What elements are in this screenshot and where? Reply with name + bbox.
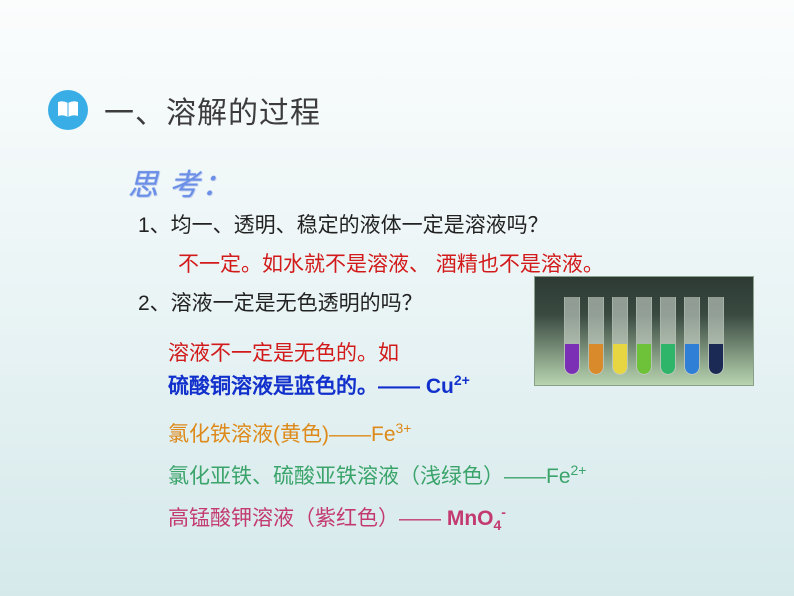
test-tube <box>660 297 676 375</box>
section-title: 一、溶解的过程 <box>104 88 321 132</box>
tube-liquid-5 <box>661 344 675 374</box>
mno4-symbol: MnO <box>447 507 494 530</box>
book-icon <box>48 90 88 130</box>
mno4-superscript: - <box>501 504 506 520</box>
fe3-superscript: 3+ <box>396 420 412 436</box>
test-tube <box>564 297 580 375</box>
fe3-line: 氯化铁溶液(黄色)——Fe3+ <box>168 418 411 451</box>
fe2-text: 氯化亚铁、硫酸亚铁溶液（浅绿色）——Fe <box>168 465 571 488</box>
test-tube <box>708 297 724 375</box>
fe2-superscript: 2+ <box>571 462 587 478</box>
question-2: 2、溶液一定是无色透明的吗？ <box>138 288 423 320</box>
test-tube <box>684 297 700 375</box>
mno4-line: 高锰酸钾溶液（紫红色）—— MnO4- <box>168 502 506 536</box>
mno4-text: 高锰酸钾溶液（紫红色）—— <box>168 507 447 530</box>
tube-liquid-2 <box>589 344 603 374</box>
answer-2-line2-cu: 硫酸铜溶液是蓝色的。—— Cu2+ <box>168 370 470 403</box>
test-tube <box>612 297 628 375</box>
test-tubes-image <box>534 276 754 386</box>
fe3-text: 氯化铁溶液(黄色)——Fe <box>168 423 396 446</box>
title-row: 一、溶解的过程 <box>48 88 321 132</box>
test-tube <box>588 297 604 375</box>
cu-superscript: 2+ <box>454 372 470 388</box>
tube-liquid-4 <box>637 344 651 374</box>
tube-liquid-7 <box>709 344 723 374</box>
answer-2-line1: 溶液不一定是无色的。如 <box>168 338 399 370</box>
think-label: 思 考： <box>128 160 234 204</box>
fe2-line: 氯化亚铁、硫酸亚铁溶液（浅绿色）——Fe2+ <box>168 460 586 493</box>
test-tube <box>636 297 652 375</box>
tube-liquid-6 <box>685 344 699 374</box>
tube-liquid-3 <box>613 344 627 374</box>
question-1: 1、均一、透明、稳定的液体一定是溶液吗？ <box>138 210 549 242</box>
cu-text: 硫酸铜溶液是蓝色的。—— Cu <box>168 375 454 398</box>
tube-liquid-1 <box>565 344 579 374</box>
